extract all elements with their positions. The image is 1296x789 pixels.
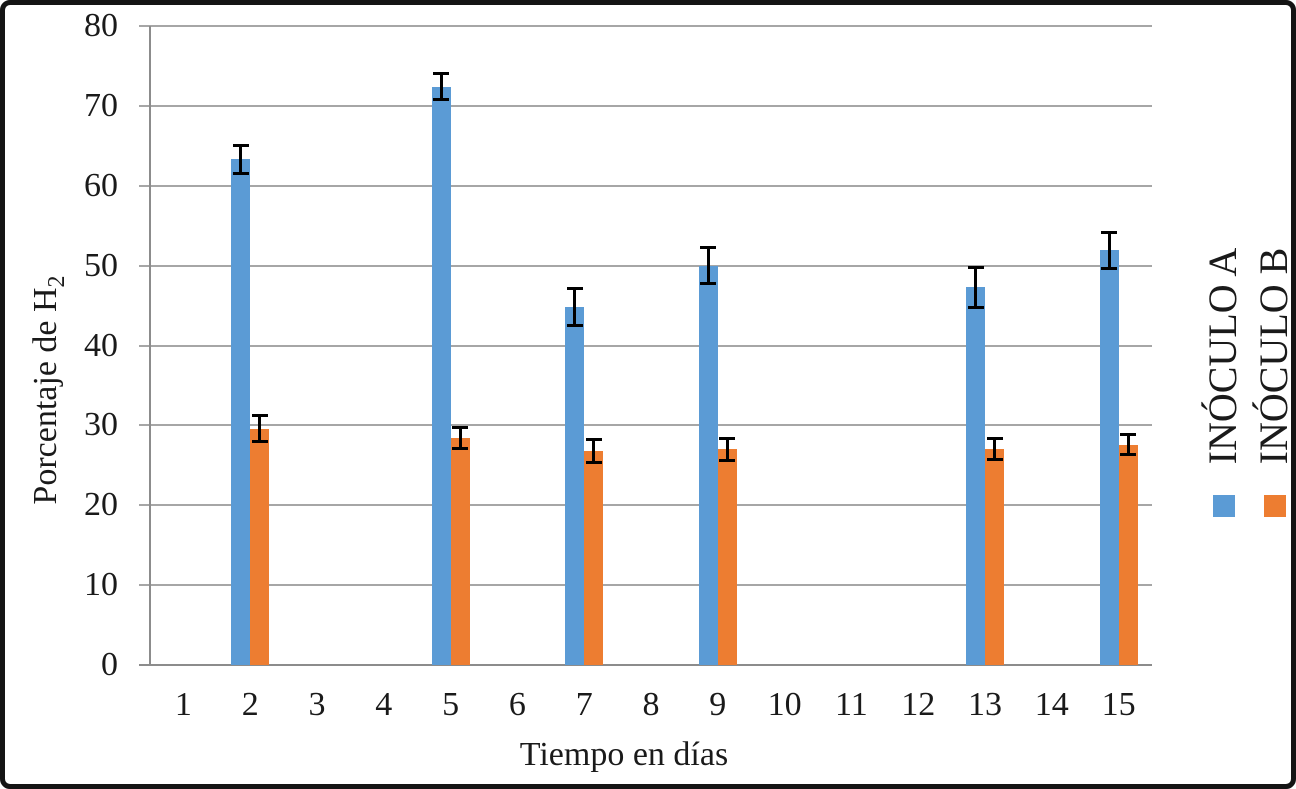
error-cap-top-b-day-7 <box>585 438 602 442</box>
gridline-y-10 <box>139 584 1152 587</box>
error-cap-bottom-a-day-7 <box>566 324 583 328</box>
error-cap-bottom-a-day-15 <box>1101 266 1118 270</box>
x-tick-label-5: 5 <box>442 686 460 723</box>
error-cap-bottom-b-day-13 <box>986 458 1003 462</box>
error-cap-top-a-day-5 <box>433 72 450 76</box>
error-bar-a-day-2 <box>239 145 243 174</box>
error-bar-b-day-15 <box>1126 434 1130 455</box>
error-bar-b-day-5 <box>458 427 462 449</box>
error-cap-bottom-a-day-2 <box>232 172 249 176</box>
y-axis-line <box>149 26 151 665</box>
error-cap-bottom-b-day-15 <box>1120 453 1137 457</box>
y-tick-label-10: 10 <box>84 566 118 604</box>
legend-label-inoculo-a: INÓCULO A <box>1200 247 1245 465</box>
x-tick-label-9: 9 <box>709 686 727 723</box>
x-tick-label-2: 2 <box>241 686 259 723</box>
error-cap-top-a-day-13 <box>967 265 984 269</box>
y-tick-label-70: 70 <box>84 86 118 124</box>
bar-a-day-13 <box>966 287 985 665</box>
error-bar-a-day-9 <box>706 247 710 284</box>
bar-b-day-7 <box>584 450 604 665</box>
y-tick-label-0: 0 <box>101 646 118 683</box>
y-tick-label-20: 20 <box>84 486 118 524</box>
y-tick-label-60: 60 <box>84 166 118 204</box>
error-bar-b-day-7 <box>592 439 596 463</box>
y-axis-title-text: Porcentaje de H <box>27 287 64 505</box>
error-cap-top-a-day-9 <box>700 245 717 249</box>
x-tick-label-10: 10 <box>767 686 802 723</box>
error-bar-a-day-7 <box>573 288 577 326</box>
x-axis-title: Tiempo en días <box>519 736 729 773</box>
y-tick-label-40: 40 <box>84 326 118 364</box>
x-tick-label-12: 12 <box>901 686 936 723</box>
error-cap-bottom-a-day-5 <box>433 97 450 101</box>
error-bar-a-day-5 <box>439 73 443 100</box>
gridline-y-70 <box>139 104 1152 107</box>
y-tick-label-80: 80 <box>84 7 118 44</box>
x-tick-label-4: 4 <box>375 686 393 723</box>
x-tick-label-13: 13 <box>968 686 1002 723</box>
gridline-y-30 <box>139 424 1152 427</box>
bar-b-day-2 <box>250 428 270 665</box>
bar-a-day-7 <box>565 307 585 665</box>
error-cap-bottom-a-day-13 <box>967 305 984 309</box>
error-cap-bottom-a-day-9 <box>700 282 717 286</box>
bar-a-day-9 <box>698 265 718 665</box>
error-cap-bottom-b-day-9 <box>719 459 736 463</box>
y-tick-label-50: 50 <box>84 246 118 284</box>
bar-a-day-15 <box>1099 250 1119 665</box>
gridline-y-20 <box>139 504 1152 507</box>
x-tick-label-3: 3 <box>308 686 326 723</box>
error-bar-a-day-13 <box>974 267 977 308</box>
error-cap-top-a-day-15 <box>1101 231 1118 235</box>
bar-b-day-9 <box>717 449 737 665</box>
error-cap-bottom-b-day-7 <box>585 460 602 464</box>
gridline-y-60 <box>139 184 1152 187</box>
x-tick-label-8: 8 <box>642 686 660 723</box>
x-tick-label-11: 11 <box>835 686 868 723</box>
error-bar-b-day-2 <box>258 415 262 442</box>
error-cap-bottom-b-day-5 <box>452 447 469 451</box>
error-cap-top-b-day-13 <box>986 437 1003 441</box>
error-bar-b-day-9 <box>725 438 729 461</box>
error-cap-top-a-day-7 <box>566 287 583 291</box>
error-bar-b-day-13 <box>993 438 996 460</box>
x-tick-label-7: 7 <box>575 686 593 723</box>
x-tick-label-6: 6 <box>508 686 526 723</box>
bar-b-day-5 <box>450 438 470 665</box>
error-bar-a-day-15 <box>1107 232 1111 269</box>
bar-b-day-15 <box>1118 444 1138 665</box>
gridline-y-40 <box>139 344 1152 347</box>
error-cap-top-a-day-2 <box>232 143 249 147</box>
bar-b-day-13 <box>985 449 1004 665</box>
legend-label-inoculo-b: INÓCULO B <box>1251 247 1296 465</box>
gridline-y-80 <box>139 25 1152 27</box>
legend-swatch-inoculo-b <box>1264 495 1286 517</box>
error-cap-top-b-day-5 <box>452 426 469 430</box>
error-cap-bottom-b-day-2 <box>251 439 268 443</box>
error-cap-top-b-day-15 <box>1120 432 1137 436</box>
x-tick-label-15: 15 <box>1101 686 1136 723</box>
bar-a-day-5 <box>431 86 451 665</box>
gridline-y-50 <box>139 264 1152 267</box>
x-tick-label-14: 14 <box>1034 686 1069 723</box>
y-tick-label-30: 30 <box>84 406 118 444</box>
error-cap-top-b-day-9 <box>719 436 736 440</box>
gridline-y-0 <box>139 664 1152 666</box>
legend-swatch-inoculo-a <box>1213 495 1235 517</box>
error-cap-top-b-day-2 <box>251 414 268 418</box>
bar-a-day-2 <box>231 159 251 665</box>
x-tick-label-1: 1 <box>174 686 192 723</box>
